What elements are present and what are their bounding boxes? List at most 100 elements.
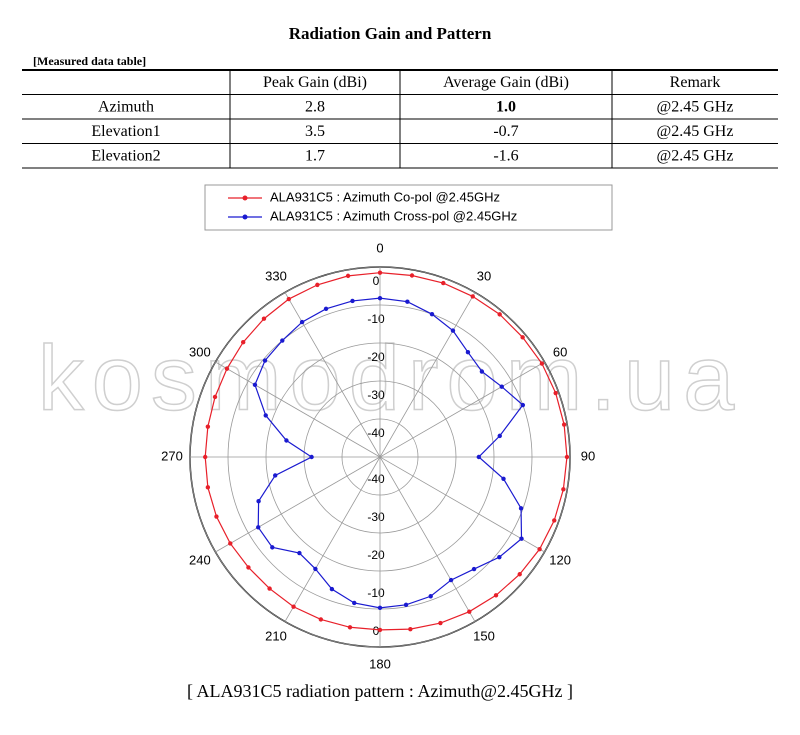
pattern-point: [519, 536, 524, 541]
pattern-point: [465, 350, 471, 355]
legend-label: ALA931C5 : Azimuth Cross-pol @2.45GHz: [270, 208, 517, 223]
theta-tick-label: 240: [189, 552, 211, 567]
table-cell: 3.5: [305, 123, 325, 140]
pattern-point: [441, 280, 446, 286]
pattern-point: [409, 273, 415, 278]
pattern-point: [520, 335, 525, 340]
row-header: Elevation1: [91, 123, 160, 140]
pattern-point: [228, 541, 233, 546]
spoke: [284, 292, 381, 458]
theta-tick-label: 300: [189, 344, 211, 359]
pattern-point: [297, 550, 302, 556]
pattern-point: [315, 282, 320, 288]
pattern-point: [450, 328, 456, 333]
pattern-point: [252, 382, 258, 387]
pattern-point: [205, 424, 211, 429]
pattern-point: [214, 514, 219, 519]
pattern-point: [552, 518, 557, 523]
table-cell: 2.8: [305, 98, 325, 115]
pattern-point: [429, 311, 435, 317]
pattern-point: [284, 438, 289, 443]
pattern-point: [539, 361, 545, 366]
pattern-point: [564, 454, 570, 460]
pattern-point: [518, 506, 524, 511]
table-cell: @2.45 GHz: [657, 98, 734, 115]
theta-tick-label: 90: [581, 448, 595, 463]
table-cell: 1.7: [305, 147, 325, 164]
pattern-point: [347, 625, 353, 630]
column-header: Remark: [670, 74, 721, 91]
pattern-point: [448, 577, 454, 583]
r-tick-label: -40: [367, 426, 385, 440]
r-tick-label: 0: [373, 624, 380, 638]
legend-box: [204, 184, 613, 231]
pattern-point: [553, 390, 558, 396]
row-header: Elevation2: [91, 147, 160, 164]
pattern-point: [493, 593, 499, 598]
spoke: [379, 456, 545, 553]
pattern-point: [256, 498, 261, 504]
r-tick-label: -10: [367, 586, 385, 600]
pattern-point: [313, 566, 318, 572]
pattern-point: [377, 295, 383, 301]
pattern-point: [212, 394, 218, 400]
pattern-point: [438, 620, 443, 626]
pattern-point: [329, 586, 335, 592]
pattern-point: [203, 454, 208, 460]
pattern-point: [377, 270, 383, 275]
theta-tick-label: 330: [265, 268, 287, 283]
pattern-point: [499, 384, 504, 389]
pattern-point: [377, 605, 383, 611]
pattern-point: [270, 545, 275, 550]
pattern-point: [537, 546, 542, 552]
chart-caption: [ ALA931C5 radiation pattern : Azimuth@2…: [187, 681, 573, 701]
pattern-point: [205, 485, 211, 490]
table-cell: -1.6: [493, 147, 518, 164]
theta-tick-label: 120: [549, 552, 571, 567]
pattern-point: [561, 487, 566, 492]
pattern-point: [261, 316, 267, 321]
pattern-point: [309, 454, 314, 460]
pattern-point: [479, 369, 485, 374]
pattern-point: [471, 566, 477, 572]
r-tick-label: -40: [367, 472, 385, 486]
pattern-point: [428, 594, 433, 599]
theta-tick-label: 0: [376, 240, 383, 255]
row-header: Azimuth: [98, 98, 154, 115]
theta-tick-label: 150: [473, 629, 495, 644]
pattern-point: [246, 565, 251, 570]
spoke: [379, 361, 545, 458]
pattern-point: [467, 609, 472, 614]
r-tick-label: -20: [367, 548, 385, 562]
pattern-point: [517, 572, 522, 577]
spoke: [379, 292, 476, 458]
legend-marker: [242, 195, 248, 201]
pattern-point: [403, 602, 409, 608]
pattern-point: [280, 338, 285, 343]
legend-marker: [242, 214, 248, 220]
spoke: [215, 456, 381, 553]
pattern-point: [561, 422, 567, 427]
pattern-point: [273, 473, 278, 478]
pattern-point: [497, 433, 502, 439]
pattern-point: [299, 319, 305, 325]
pattern-point: [256, 525, 261, 530]
table-cell: @2.45 GHz: [657, 123, 734, 140]
r-tick-label: -30: [367, 510, 385, 524]
pattern-point: [497, 554, 502, 560]
r-tick-label: -20: [367, 350, 385, 364]
pattern-point: [286, 296, 291, 302]
pattern-point: [350, 298, 355, 304]
pattern-line: [204, 272, 568, 631]
pattern-point: [318, 617, 324, 622]
theta-tick-label: 210: [265, 629, 287, 644]
theta-tick-label: 30: [477, 268, 491, 283]
r-tick-label: -30: [367, 388, 385, 402]
table-cell: @2.45 GHz: [657, 147, 734, 164]
watermark: kosmodrom.ua: [38, 327, 742, 429]
pattern-point: [263, 413, 268, 418]
theta-tick-label: 60: [553, 344, 567, 359]
pattern-point: [267, 586, 272, 591]
pattern-point: [291, 604, 296, 609]
